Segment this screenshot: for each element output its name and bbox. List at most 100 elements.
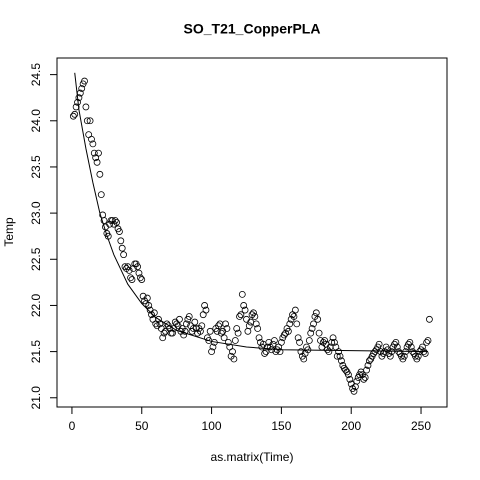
data-point xyxy=(201,302,208,309)
data-point xyxy=(156,320,164,328)
data-point xyxy=(233,325,241,332)
data-point xyxy=(220,334,228,342)
data-point xyxy=(424,337,432,344)
data-point xyxy=(120,251,128,259)
data-point xyxy=(117,237,125,245)
data-point xyxy=(384,346,391,354)
data-point xyxy=(222,320,229,328)
data-point xyxy=(419,343,426,351)
data-point xyxy=(244,327,252,335)
data-point xyxy=(181,327,189,335)
data-point xyxy=(364,362,372,369)
data-point xyxy=(294,334,302,342)
x-tick-label: 50 xyxy=(135,419,149,433)
data-point xyxy=(284,327,292,335)
data-point xyxy=(143,294,151,302)
data-point xyxy=(255,334,263,342)
data-point xyxy=(160,329,168,337)
data-point xyxy=(90,149,98,157)
data-point xyxy=(361,374,369,381)
y-tick-label: 24.5 xyxy=(29,63,43,87)
data-point xyxy=(78,85,86,92)
fit-curve xyxy=(74,72,429,353)
data-point xyxy=(236,313,243,320)
data-point xyxy=(100,217,108,224)
data-point xyxy=(315,329,323,337)
data-point xyxy=(81,77,88,85)
data-point xyxy=(145,302,153,309)
data-point xyxy=(83,117,91,125)
data-point xyxy=(393,343,401,351)
data-point xyxy=(206,327,214,335)
data-point xyxy=(269,340,277,348)
chart-title: SO_T21_CopperPLA xyxy=(184,21,321,37)
data-point xyxy=(180,331,188,339)
data-point xyxy=(312,309,320,317)
data-point xyxy=(252,320,260,328)
data-point xyxy=(134,263,141,271)
data-point xyxy=(121,263,129,271)
y-tick-label: 21.0 xyxy=(29,386,43,410)
data-point xyxy=(190,325,197,332)
data-point xyxy=(329,334,337,342)
data-point xyxy=(261,350,269,357)
data-point xyxy=(336,352,344,360)
data-point xyxy=(127,274,134,282)
data-point xyxy=(293,320,301,328)
data-point xyxy=(202,306,210,314)
data-point xyxy=(86,117,94,125)
data-point xyxy=(238,290,246,298)
data-point xyxy=(271,337,278,344)
data-point xyxy=(71,110,79,118)
data-point xyxy=(308,325,316,332)
data-point xyxy=(231,337,239,344)
y-tick-label: 23.5 xyxy=(29,155,43,179)
x-tick-label: 250 xyxy=(411,419,431,433)
data-point xyxy=(290,313,298,320)
y-tick-label: 24.0 xyxy=(29,109,43,133)
x-tick-label: 200 xyxy=(341,419,361,433)
data-point xyxy=(345,371,352,379)
data-point xyxy=(223,325,231,332)
data-point xyxy=(353,377,361,385)
data-point xyxy=(95,149,102,157)
y-tick-label: 23.0 xyxy=(29,201,43,225)
data-point xyxy=(333,352,341,360)
data-point xyxy=(75,94,83,102)
data-point xyxy=(88,135,95,143)
data-point xyxy=(198,322,206,330)
data-point xyxy=(296,338,303,346)
data-point xyxy=(414,352,422,360)
data-point xyxy=(325,348,333,356)
data-point xyxy=(69,112,77,120)
data-point xyxy=(350,387,358,395)
y-axis-label: Temp xyxy=(2,217,16,247)
data-point xyxy=(72,103,80,111)
y-tick-label: 22.0 xyxy=(29,293,43,317)
data-point xyxy=(328,338,336,346)
data-point xyxy=(136,274,144,282)
data-point xyxy=(237,311,245,319)
data-point xyxy=(176,315,183,323)
data-point xyxy=(113,218,121,226)
data-point xyxy=(386,352,394,360)
data-point xyxy=(375,340,383,348)
data-point xyxy=(208,348,215,356)
data-point xyxy=(346,375,354,383)
data-point xyxy=(335,348,343,356)
data-point xyxy=(185,313,193,320)
data-point xyxy=(219,327,227,335)
data-point xyxy=(125,266,133,274)
data-point xyxy=(254,325,262,332)
data-point xyxy=(138,276,146,283)
data-point xyxy=(247,318,255,326)
data-point xyxy=(297,348,305,356)
data-point xyxy=(338,357,345,365)
data-point xyxy=(276,348,284,356)
data-point xyxy=(392,338,400,346)
data-point xyxy=(250,309,257,317)
data-point xyxy=(379,350,387,357)
data-point xyxy=(280,331,288,339)
